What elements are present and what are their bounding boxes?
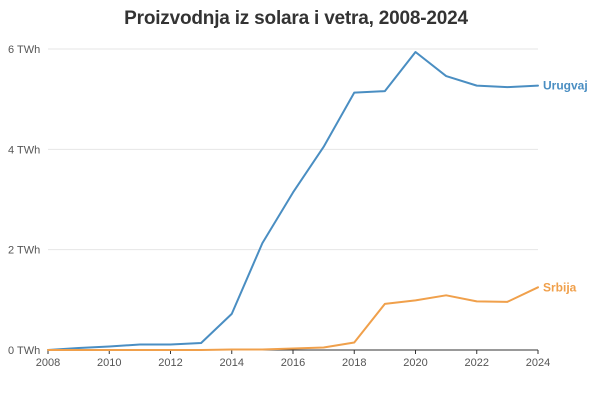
x-tick-label: 2010: [97, 357, 121, 369]
y-tick-label: 6 TWh: [8, 44, 40, 56]
y-tick-label: 0 TWh: [8, 345, 40, 357]
x-axis: 2008 2010 2012 2014 2016 2018 2020 2022 2024: [36, 350, 550, 369]
series-lines: [47, 51, 539, 351]
series-line-srbija: [47, 286, 539, 351]
series-label-srbija: Srbija: [543, 280, 577, 294]
x-tick-label: 2018: [342, 357, 366, 369]
series-label-urugvaj: Urugvaj: [543, 79, 588, 93]
x-tick-label: 2022: [465, 357, 489, 369]
chart-title: Proizvodnja iz solara i vetra, 2008-2024: [124, 8, 468, 29]
y-tick-label: 4 TWh: [8, 144, 40, 156]
x-tick-label: 2014: [220, 357, 244, 369]
series-labels: Urugvaj Srbija: [543, 79, 588, 295]
x-tick-label: 2016: [281, 357, 305, 369]
x-tick-label: 2012: [158, 357, 182, 369]
x-tick-label: 2008: [36, 357, 60, 369]
gridlines: [48, 48, 538, 351]
x-tick-label: 2020: [403, 357, 427, 369]
series-line-urugvaj: [47, 51, 539, 351]
y-tick-label: 2 TWh: [8, 245, 40, 257]
x-tick-label: 2024: [526, 357, 550, 369]
y-axis: 0 TWh 2 TWh 4 TWh 6 TWh: [8, 44, 40, 357]
